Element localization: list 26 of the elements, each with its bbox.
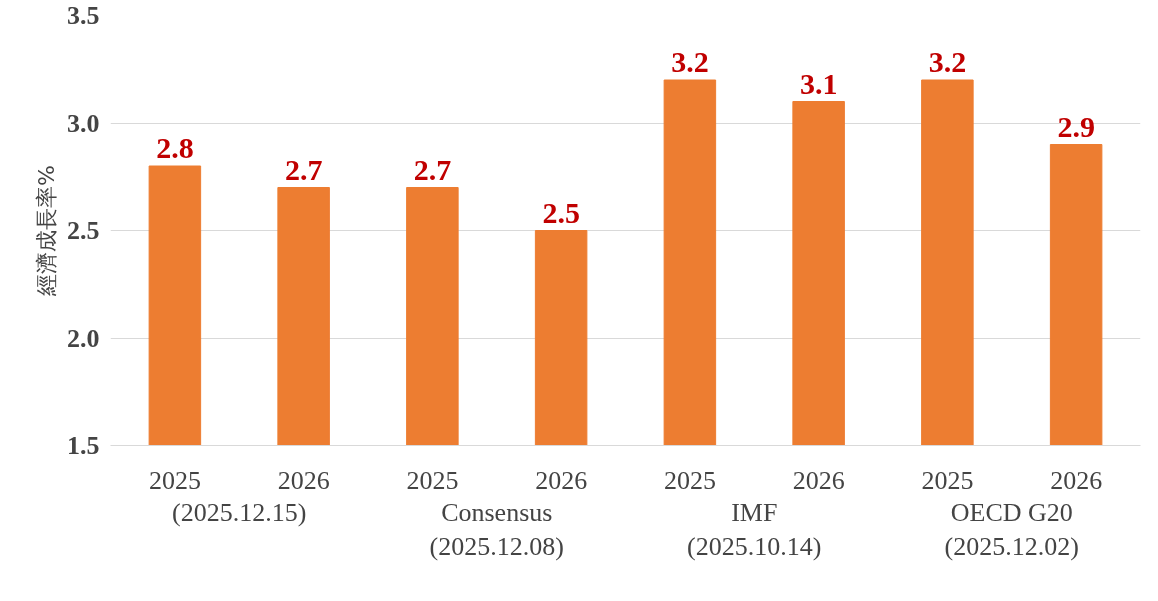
data-label: 2.7 (413, 152, 452, 186)
x-tick-label: 2025 (148, 465, 201, 495)
data-label: 2.5 (542, 195, 580, 229)
text: Consensus (2025.12.08) (429, 497, 564, 562)
x-tick-label: 2026 (792, 465, 845, 495)
data-label: 2.7 (284, 152, 323, 186)
x-tick-label: 2026 (277, 465, 330, 495)
text: OECD G20 (2025.12.02) (944, 497, 1079, 562)
data-label: 3.2 (671, 45, 709, 78)
data-label: 2.8 (156, 131, 194, 164)
y-tick-label: 3.0 (67, 108, 100, 138)
data-label: 2.9 (1057, 109, 1095, 143)
y-tick-label: 2.0 (67, 323, 100, 353)
text: IMF (2025.10.14) (687, 497, 822, 562)
y-tick-label: 1.5 (67, 431, 100, 460)
x-tick-label: 2025 (921, 465, 974, 495)
data-label: 3.1 (799, 66, 838, 100)
x-tick-label: 2026 (1050, 465, 1103, 495)
data-label: 3.2 (928, 45, 967, 78)
x-tick-label: 2025 (406, 465, 459, 495)
y-tick-label: 3.5 (67, 1, 100, 30)
x-tick-label: 2025 (663, 465, 716, 495)
y-tick-label: 2.5 (67, 216, 100, 245)
y-axis-title: 經濟成長率% (34, 165, 59, 297)
x-tick-label: 2026 (535, 465, 588, 495)
text: (2025.12.15) (172, 497, 307, 527)
